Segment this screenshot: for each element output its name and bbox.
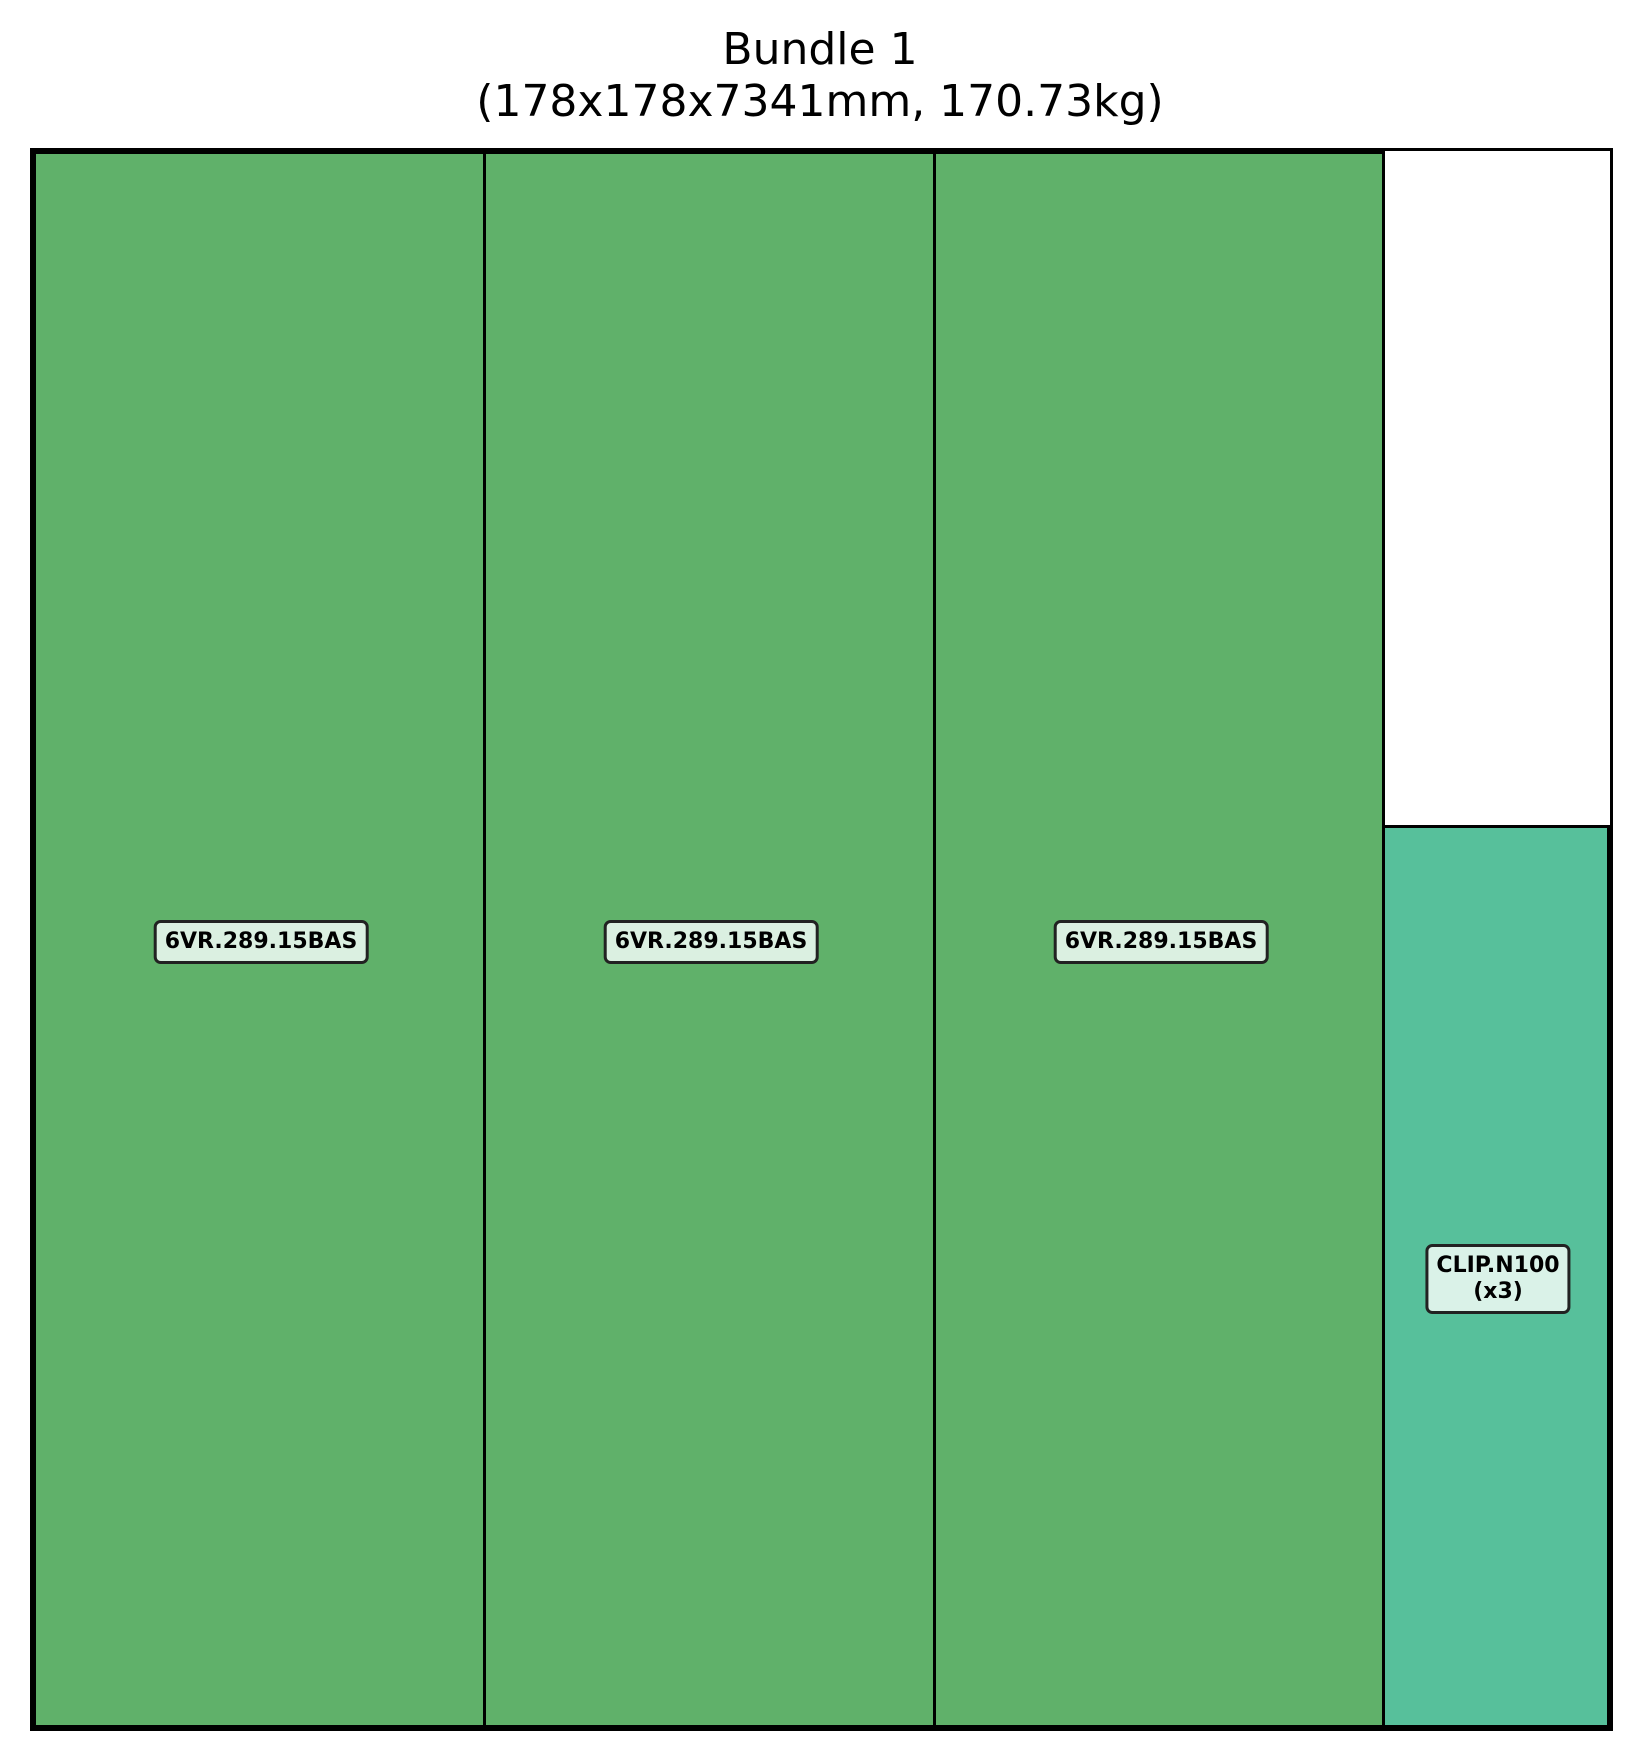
diagram-title: Bundle 1 (178x178x7341mm, 170.73kg) [0, 24, 1640, 128]
item-label-name: 6VR.289.15BAS [1064, 929, 1258, 954]
item-box: 6VR.289.15BAS [483, 151, 936, 1728]
item-label: 6VR.289.15BAS [603, 920, 819, 964]
title-line-1: Bundle 1 [722, 24, 918, 75]
item-label: CLIP.N100 (x3) [1425, 1244, 1571, 1314]
item-box: 6VR.289.15BAS [933, 151, 1385, 1728]
item-box: 6VR.289.15BAS [33, 151, 486, 1728]
item-label: 6VR.289.15BAS [1053, 920, 1269, 964]
item-label-qty: (x3) [1473, 1279, 1523, 1304]
item-label-name: 6VR.289.15BAS [614, 929, 808, 954]
title-line-2: (178x178x7341mm, 170.73kg) [476, 76, 1164, 127]
item-label-name: 6VR.289.15BAS [164, 929, 358, 954]
bundle-frame: 6VR.289.15BAS 6VR.289.15BAS 6VR.289.15BA… [30, 148, 1613, 1731]
item-label: 6VR.289.15BAS [153, 920, 369, 964]
item-label-name: CLIP.N100 [1436, 1253, 1560, 1278]
item-box: CLIP.N100 (x3) [1382, 825, 1610, 1728]
